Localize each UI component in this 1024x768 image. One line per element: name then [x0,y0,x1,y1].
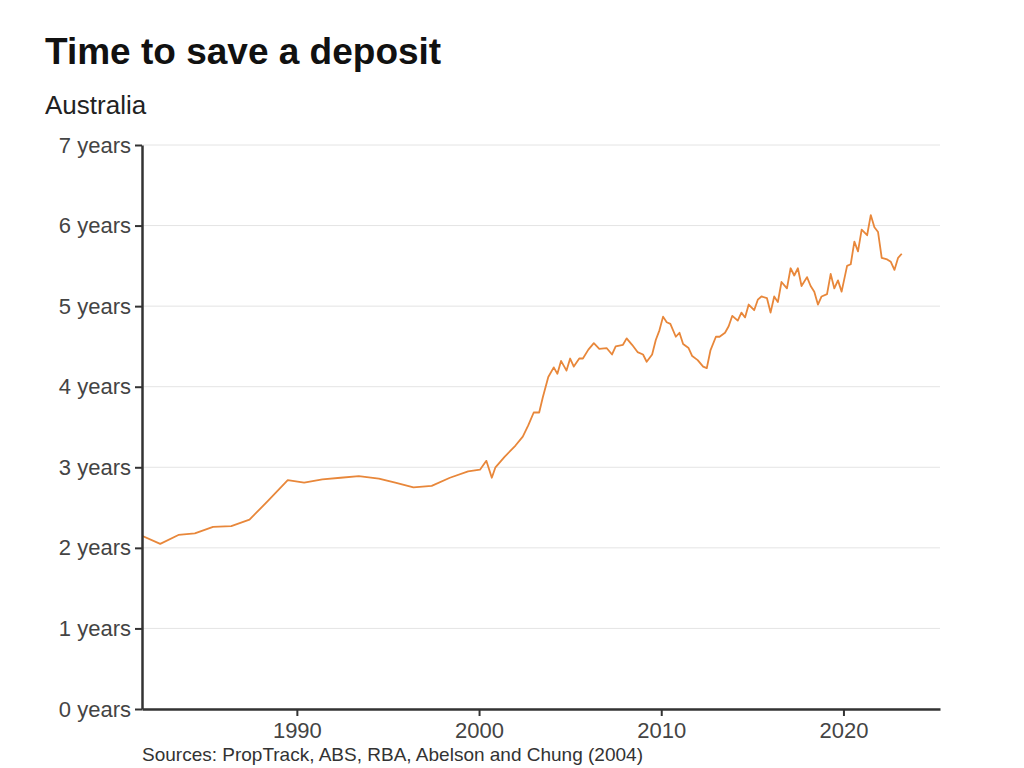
x-tick: 2020 [819,709,868,743]
y-tick-label: 5 years [59,294,131,319]
y-tick: 2 years [59,535,142,560]
x-tick: 2000 [455,709,504,743]
y-tick: 4 years [59,374,142,399]
y-tick-mark [135,225,142,227]
data-line [142,215,902,544]
x-tick-label: 2010 [637,718,686,743]
grid [142,145,940,709]
y-tick: 3 years [59,455,142,480]
y-tick-label: 0 years [59,697,131,722]
y-tick-label: 2 years [59,535,131,560]
grid-line [142,628,940,629]
x-tick-mark [661,709,663,716]
title: Time to save a deposit [45,31,441,72]
x-tick-mark [296,709,298,716]
x-tick-label: 1990 [273,718,322,743]
y-tick-label: 4 years [59,374,131,399]
y-tick-mark [135,386,142,388]
grid-line [142,225,940,226]
x-axis: 1990 2000 2010 2020 [143,709,941,743]
y-tick-mark [135,467,142,469]
y-tick-label: 3 years [59,455,131,480]
y-tick-mark [135,145,142,147]
y-axis-line [141,146,144,710]
x-tick: 1990 [273,709,322,743]
grid-line [142,709,940,710]
grid-line [142,467,940,468]
y-tick-label: 1 years [59,616,131,641]
x-tick-label: 2020 [819,718,868,743]
y-tick: 1 years [59,616,142,641]
y-tick: 6 years [59,213,142,238]
y-tick-label: 7 years [59,133,131,158]
y-tick-mark [135,306,142,308]
x-axis-line [143,708,941,711]
chart: Time to save a deposit Australia Sources: … [0,0,1024,768]
source: Sources: PropTrack, ABS, RBA, Abelson an… [142,744,643,765]
grid-line [142,145,940,146]
subtitle: Australia [45,90,147,120]
y-tick: 7 years [59,133,142,158]
grid-line [142,547,940,548]
x-tick: 2010 [637,709,686,743]
plot-area [142,215,902,544]
y-axis: 0 years 1 years 2 years 3 years 4 years 5 yea… [59,133,143,722]
y-tick-label: 6 years [59,213,131,238]
y-tick: 0 years [59,697,142,722]
y-tick-mark [135,709,142,711]
y-tick-mark [135,628,142,630]
x-tick-mark [479,709,481,716]
grid-line [142,386,940,387]
y-tick: 5 years [59,294,142,319]
grid-line [142,306,940,307]
y-tick-mark [135,547,142,549]
x-tick-label: 2000 [455,718,504,743]
x-tick-mark [843,709,845,716]
